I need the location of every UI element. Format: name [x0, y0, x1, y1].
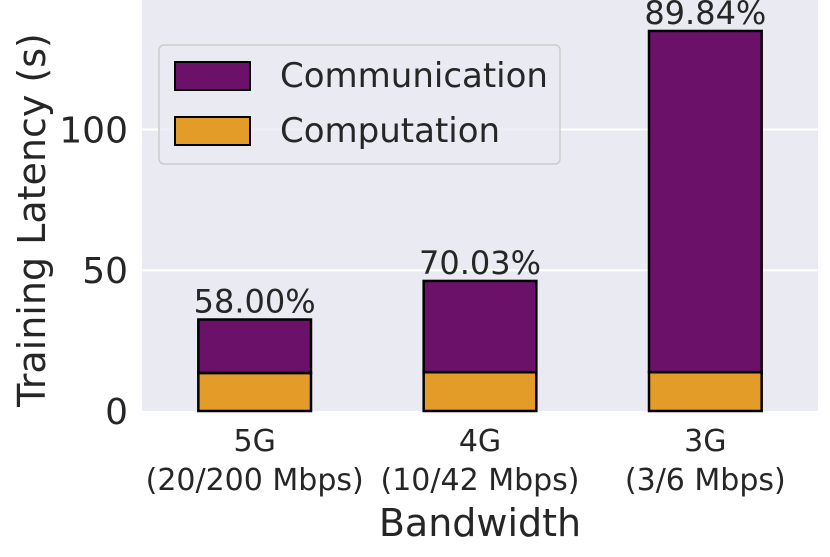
bars	[197, 29, 763, 413]
legend-label-computation: Computation	[280, 111, 500, 151]
bar-communication	[197, 318, 313, 375]
bar-computation	[422, 370, 538, 413]
x-tick-sublabel: (3/6 Mbps)	[625, 463, 786, 498]
y-tick-label: 0	[105, 392, 128, 433]
x-tick-label: 4G	[459, 424, 501, 459]
x-tick-label: 5G	[233, 424, 275, 459]
y-tick-label: 100	[59, 110, 128, 151]
bar-computation	[647, 370, 763, 413]
bar-communication	[647, 29, 763, 374]
bar-percentage-label: 58.00%	[194, 283, 316, 321]
legend-swatch-computation	[174, 116, 251, 146]
x-tick-sublabel: (20/200 Mbps)	[146, 463, 364, 498]
bar-labels: 58.00% 70.03% 89.84%	[194, 0, 767, 321]
bar-percentage-label: 89.84%	[644, 0, 766, 32]
bar-percentage-label: 70.03%	[419, 244, 541, 282]
y-axis-title: Training Latency (s)	[10, 33, 54, 408]
legend-label-communication: Communication	[280, 56, 548, 96]
legend-swatch-communication	[174, 61, 251, 91]
legend: Communication Computation	[158, 44, 561, 165]
bar-computation	[197, 371, 313, 413]
x-axis: 5G (20/200 Mbps) 4G (10/42 Mbps) 3G (3/6 Mbps…	[146, 424, 786, 498]
bar-communication	[422, 279, 538, 374]
y-tick-label: 50	[82, 251, 128, 292]
x-axis-title: Bandwidth	[379, 501, 581, 545]
x-tick-label: 3G	[684, 424, 726, 459]
x-tick-sublabel: (10/42 Mbps)	[381, 463, 580, 498]
legend-box	[158, 44, 561, 165]
y-axis: 0 50 100	[59, 110, 128, 433]
